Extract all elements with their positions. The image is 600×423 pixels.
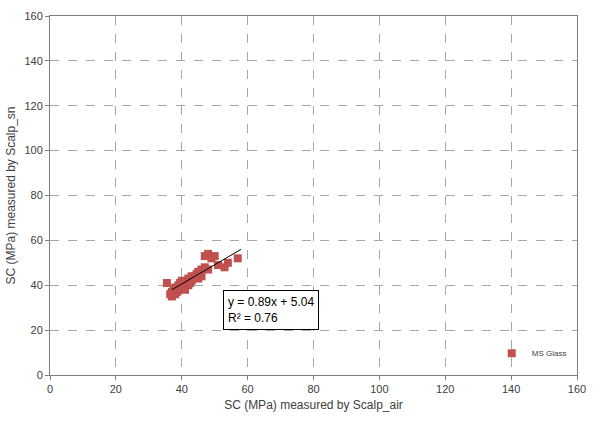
svg-text:140: 140 xyxy=(24,55,42,67)
svg-text:y = 0.89x + 5.04R² = 0.76: y = 0.89x + 5.04R² = 0.76 xyxy=(228,295,314,325)
svg-text:120: 120 xyxy=(24,100,42,112)
svg-text:40: 40 xyxy=(31,279,43,291)
svg-text:100: 100 xyxy=(370,383,388,395)
svg-text:20: 20 xyxy=(31,324,43,336)
svg-text:20: 20 xyxy=(110,383,122,395)
svg-text:60: 60 xyxy=(242,383,254,395)
svg-text:SC (MPa) measured by Scalp_air: SC (MPa) measured by Scalp_air xyxy=(224,398,403,412)
svg-text:0: 0 xyxy=(37,369,43,381)
svg-text:SC (MPa) measured by Scalp_sn: SC (MPa) measured by Scalp_sn xyxy=(4,106,18,284)
svg-text:100: 100 xyxy=(24,144,42,156)
svg-text:120: 120 xyxy=(436,383,454,395)
svg-text:80: 80 xyxy=(31,189,43,201)
svg-text:MS Glass: MS Glass xyxy=(532,349,567,358)
svg-text:40: 40 xyxy=(176,383,188,395)
svg-text:160: 160 xyxy=(568,383,586,395)
svg-text:160: 160 xyxy=(24,10,42,22)
svg-text:0: 0 xyxy=(47,383,53,395)
svg-text:60: 60 xyxy=(31,234,43,246)
svg-text:80: 80 xyxy=(307,383,319,395)
svg-text:140: 140 xyxy=(502,383,520,395)
